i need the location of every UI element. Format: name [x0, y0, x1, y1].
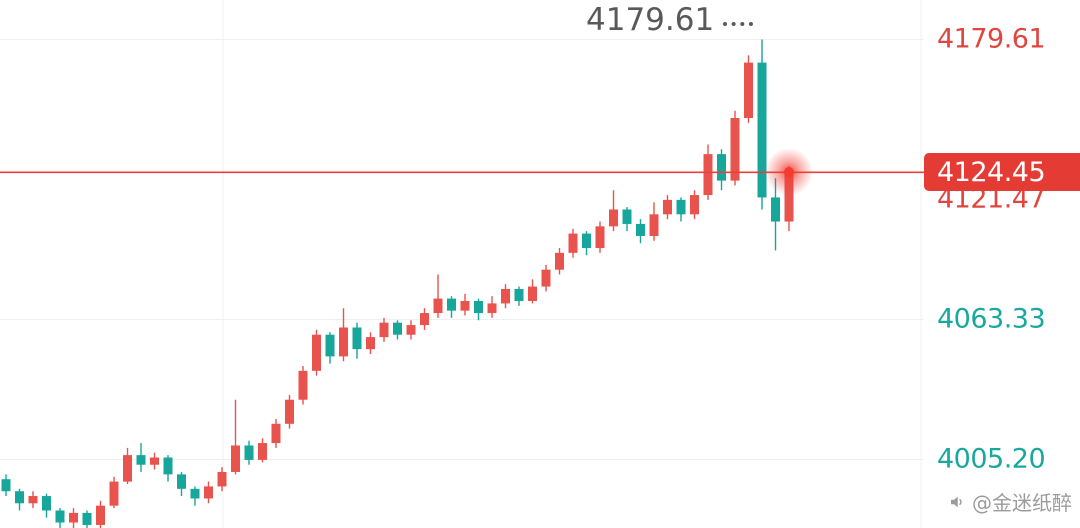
candle-body — [393, 322, 402, 335]
candle-body — [123, 455, 132, 482]
candle-body — [636, 223, 645, 236]
candle-body — [676, 199, 686, 215]
axis-label-session-high: 4179.61 — [937, 23, 1046, 55]
speaker-icon — [948, 493, 966, 511]
candle-body — [163, 457, 173, 475]
candle-body — [15, 491, 24, 504]
candle-body — [555, 252, 564, 270]
candle-body — [339, 327, 348, 357]
candle-body — [609, 209, 618, 227]
candle-body — [150, 457, 159, 465]
candle-body — [541, 269, 551, 287]
candle-body — [244, 445, 254, 460]
candle-body — [285, 399, 294, 424]
candle-body — [420, 313, 429, 326]
candle-body — [730, 117, 740, 181]
current-price-badge: 4124.45 — [924, 153, 1080, 192]
candle-body — [271, 423, 281, 444]
candle-body — [622, 209, 632, 224]
candle-body — [379, 322, 389, 338]
candle-body — [582, 233, 591, 249]
candle-body — [433, 298, 443, 314]
candle-body — [190, 488, 200, 499]
candle-body — [595, 226, 605, 249]
candle-body — [474, 301, 483, 314]
candle-body — [487, 303, 497, 314]
candle-body — [82, 512, 92, 525]
candle-body — [460, 301, 470, 311]
candle-body — [528, 286, 537, 301]
candle-body — [109, 481, 119, 506]
candle-body — [744, 62, 753, 118]
watermark-handle: @金迷纸醉 — [972, 491, 1072, 515]
candle-body — [28, 496, 38, 504]
candle-body — [649, 214, 659, 236]
candle-body — [703, 154, 713, 196]
candle-body — [231, 445, 240, 472]
candle-body — [771, 197, 780, 222]
candle-body — [42, 496, 51, 511]
candle-body — [784, 172, 794, 222]
session-high-annotation: 4179.61 — [586, 2, 754, 38]
dotted-leader-icon — [723, 22, 754, 26]
axis-label-low-level: 4005.20 — [937, 443, 1046, 475]
axis-label-mid-level: 4063.33 — [937, 303, 1046, 335]
candle-body — [352, 327, 362, 350]
candle-body — [447, 298, 456, 311]
candle-body — [406, 325, 416, 335]
candle-body — [298, 370, 308, 400]
candle-body — [717, 154, 726, 181]
candle-body — [96, 505, 105, 525]
watermark: @金迷纸醉 — [948, 487, 1072, 516]
candle-body — [177, 474, 186, 489]
candle-body — [69, 512, 78, 523]
candle-body — [568, 233, 578, 253]
candle-body — [217, 471, 227, 487]
session-high-value: 4179.61 — [586, 2, 715, 38]
candle-body — [312, 334, 321, 371]
candle-body — [501, 288, 510, 304]
candle-body — [366, 337, 375, 350]
candle-body — [663, 199, 672, 215]
candle-body — [325, 334, 335, 357]
candle-body — [690, 195, 699, 215]
candle-body — [514, 288, 524, 301]
candle-body — [258, 443, 267, 460]
candle-body — [55, 510, 65, 523]
candle-body — [136, 455, 146, 465]
candle-body — [757, 62, 767, 198]
candle-body — [204, 486, 213, 499]
candle-body — [1, 479, 11, 492]
